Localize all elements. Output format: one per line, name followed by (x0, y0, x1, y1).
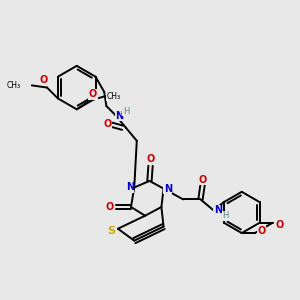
Text: O: O (257, 226, 266, 236)
Text: N: N (115, 111, 124, 121)
Text: N: N (126, 182, 134, 193)
Text: CH₃: CH₃ (106, 92, 121, 101)
Text: O: O (89, 89, 97, 99)
Text: O: O (275, 220, 283, 230)
Text: O: O (146, 154, 155, 164)
Text: O: O (40, 75, 48, 85)
Text: H: H (123, 107, 129, 116)
Text: O: O (103, 119, 112, 130)
Text: H: H (222, 211, 229, 220)
Text: O: O (105, 202, 113, 212)
Text: S: S (107, 226, 116, 236)
Text: N: N (214, 205, 222, 215)
Text: CH₃: CH₃ (7, 81, 21, 90)
Text: N: N (164, 184, 172, 194)
Text: O: O (199, 175, 207, 185)
